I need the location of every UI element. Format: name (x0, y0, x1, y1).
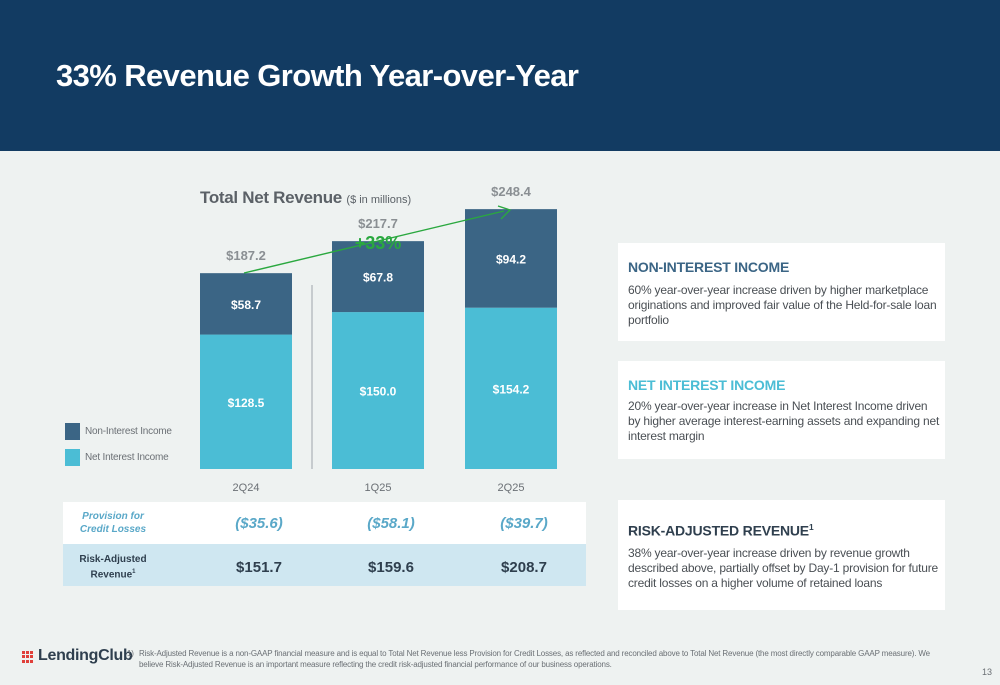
card-title: RISK-ADJUSTED REVENUE1 (628, 522, 814, 539)
bar-value-label: $67.8 (363, 271, 393, 285)
risk-adjusted-row: Risk-Adjusted Revenue1 $151.7 $159.6 $20… (63, 544, 586, 586)
bar-value-label: $58.7 (231, 298, 261, 312)
provision-value-1q25: ($58.1) (367, 515, 415, 532)
bar-non-interest-2q25 (465, 209, 557, 308)
row-label-line: Provision for (82, 511, 144, 522)
growth-label: +33% (355, 233, 402, 253)
legend-label: Net Interest Income (85, 452, 169, 463)
card-net-interest-income: NET INTEREST INCOME 20% year-over-year i… (618, 361, 945, 459)
growth-arrow-head (497, 205, 512, 220)
footnote-number: 1) (127, 649, 134, 658)
footnote-marker: 1 (808, 522, 814, 532)
card-title: NON-INTEREST INCOME (628, 259, 789, 275)
revenue-chart: $128.5 $58.7 $187.2 2Q24 $150.0 $67.8 $217.7 1Q… (200, 184, 557, 494)
footnote-marker: 1 (132, 569, 136, 575)
legend-label: Non-Interest Income (85, 426, 172, 437)
bar-value-label: $94.2 (496, 252, 526, 266)
card-non-interest-income: NON-INTEREST INCOME 60% year-over-year i… (618, 243, 945, 341)
footnote-text: Risk-Adjusted Revenue is a non-GAAP fina… (139, 649, 930, 669)
logo-text: LendingClub (38, 647, 133, 664)
logo-grid-icon (22, 651, 34, 663)
row-label-line: Revenue (90, 569, 133, 581)
card-title-text: NON-INTEREST INCOME (628, 259, 790, 275)
risk-adjusted-row-label: Risk-Adjusted Revenue1 (63, 553, 163, 581)
total-label: $187.2 (226, 248, 266, 263)
legend-swatch (65, 449, 80, 466)
chart-subtitle: ($ in millions) (346, 194, 412, 206)
bar-net-interest-1q25 (332, 312, 424, 469)
provision-value-2q25: ($39.7) (500, 515, 548, 532)
bar-value-label: $150.0 (360, 385, 397, 399)
x-tick-label: 1Q25 (365, 482, 392, 494)
bar-value-label: $128.5 (228, 396, 265, 410)
page-title: 33% Revenue Growth Year-over-Year (56, 58, 579, 93)
card-title: NET INTEREST INCOME (628, 377, 785, 393)
card-body: 38% year-over-year increase driven by re… (628, 546, 939, 590)
chart-title: Total Net Revenue ($ in millions) (200, 188, 411, 208)
card-title-text: RISK-ADJUSTED REVENUE (628, 522, 809, 539)
row-label-line: Credit Losses (79, 524, 147, 535)
card-risk-adjusted-revenue: RISK-ADJUSTED REVENUE1 38% year-over-yea… (618, 500, 945, 610)
bar-value-label: $154.2 (493, 382, 530, 396)
card-body: 20% year-over-year increase in Net Inter… (628, 399, 940, 443)
title-banner: 33% Revenue Growth Year-over-Year (0, 0, 1000, 151)
total-label: $248.4 (491, 184, 532, 199)
provision-row-label: Provision for Credit Losses (63, 510, 163, 536)
chart-title-main: Total Net Revenue (200, 188, 342, 207)
risk-adjusted-value-2q24: $151.7 (236, 559, 282, 576)
provision-value-2q24: ($35.6) (235, 515, 283, 532)
growth-arrow-line (243, 210, 505, 274)
legend-swatch (65, 423, 80, 440)
bar-net-interest-2q24 (200, 334, 292, 469)
x-tick-label: 2Q25 (498, 482, 525, 494)
card-title-text: NET INTEREST INCOME (628, 377, 786, 393)
risk-adjusted-value-1q25: $159.6 (368, 559, 414, 576)
bar-non-interest-2q24 (200, 273, 292, 335)
page-number: 13 (982, 667, 993, 677)
card-body: 60% year-over-year increase driven by hi… (628, 283, 937, 327)
risk-adjusted-value-2q25: $208.7 (501, 559, 547, 576)
bar-non-interest-1q25 (332, 241, 424, 313)
provision-row: Provision for Credit Losses ($35.6) ($58… (63, 502, 586, 544)
x-tick-label: 2Q24 (233, 482, 260, 494)
row-label-line: Risk-Adjusted (79, 554, 147, 565)
total-label: $217.7 (358, 216, 398, 231)
bar-net-interest-2q25 (465, 307, 557, 469)
